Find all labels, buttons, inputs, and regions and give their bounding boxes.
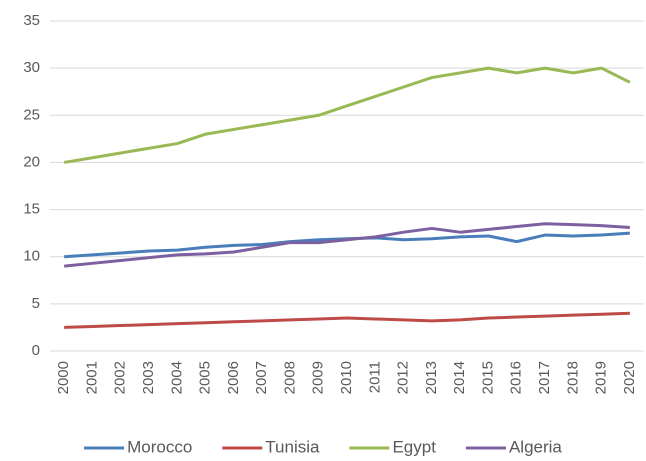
legend-label: Egypt xyxy=(392,437,436,456)
x-tick-label: 2000 xyxy=(55,361,72,394)
y-tick-label: 20 xyxy=(23,153,40,170)
x-tick-label: 2013 xyxy=(423,361,440,394)
series-line xyxy=(63,222,630,268)
x-tick-label: 2008 xyxy=(281,361,298,394)
x-tick-label: 2015 xyxy=(479,361,496,394)
series-line xyxy=(64,231,630,259)
x-tick-label: 2007 xyxy=(253,361,270,394)
y-tick-label: 35 xyxy=(23,12,40,29)
x-tick-label: 2001 xyxy=(83,361,100,394)
series-line xyxy=(64,311,630,329)
x-tick-label: 2011 xyxy=(366,361,383,393)
y-tick-label: 25 xyxy=(23,106,40,123)
y-tick-label: 15 xyxy=(23,201,40,218)
x-tick-label: 2016 xyxy=(508,361,525,394)
x-tick-label: 2017 xyxy=(536,361,553,394)
series-line xyxy=(63,66,631,164)
legend-label: Tunisia xyxy=(265,437,320,456)
y-tick-label: 10 xyxy=(23,248,40,265)
x-tick-label: 2003 xyxy=(140,361,157,394)
x-tick-label: 2014 xyxy=(451,361,468,394)
x-tick-label: 2020 xyxy=(621,361,638,394)
x-tick-label: 2005 xyxy=(197,361,214,394)
y-tick-label: 5 xyxy=(32,295,40,312)
legend-label: Morocco xyxy=(127,437,192,456)
x-tick-label: 2019 xyxy=(593,361,610,394)
x-tick-label: 2010 xyxy=(338,361,355,394)
x-tick-label: 2006 xyxy=(225,361,242,394)
y-tick-label: 30 xyxy=(23,59,40,76)
y-tick-label: 0 xyxy=(32,342,40,359)
legend-label: Algeria xyxy=(509,437,562,456)
x-tick-label: 2004 xyxy=(168,361,185,394)
x-tick-label: 2012 xyxy=(395,361,412,394)
x-tick-label: 2002 xyxy=(112,361,129,394)
x-tick-label: 2009 xyxy=(310,361,327,394)
x-tick-label: 2018 xyxy=(564,361,581,394)
